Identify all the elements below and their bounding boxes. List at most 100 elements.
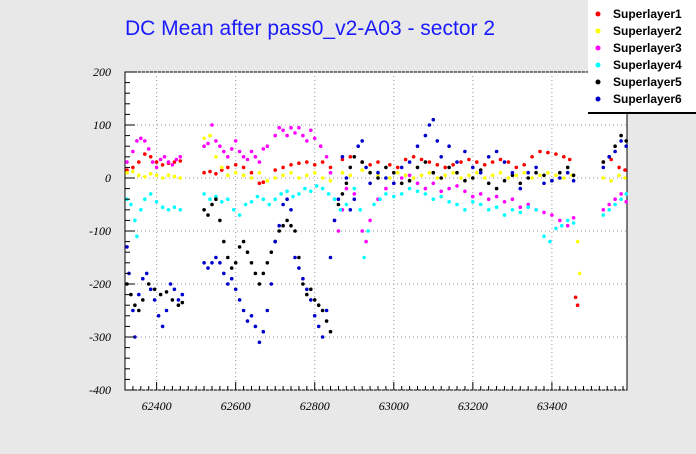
data-point-superlayer6 xyxy=(160,324,165,329)
data-point-superlayer6 xyxy=(293,255,297,260)
data-point-superlayer5 xyxy=(312,298,317,302)
data-point-superlayer2 xyxy=(490,173,495,178)
data-point-superlayer6 xyxy=(152,298,157,302)
data-point-superlayer1 xyxy=(419,157,424,162)
data-point-superlayer4 xyxy=(129,202,133,207)
data-point-superlayer2 xyxy=(178,176,183,180)
data-point-superlayer4 xyxy=(143,197,147,201)
data-point-superlayer1 xyxy=(435,163,440,167)
data-point-superlayer1 xyxy=(249,170,254,175)
data-point-superlayer5 xyxy=(518,181,523,186)
data-point-superlayer6 xyxy=(156,314,161,318)
data-point-superlayer2 xyxy=(360,168,365,172)
data-point-superlayer5 xyxy=(285,218,289,223)
data-point-superlayer1 xyxy=(498,157,503,162)
y-tick-label: 200 xyxy=(93,65,111,79)
data-point-superlayer6 xyxy=(297,266,301,270)
data-point-superlayer6 xyxy=(249,314,254,318)
data-point-superlayer2 xyxy=(214,155,218,159)
data-point-superlayer4 xyxy=(510,208,515,212)
data-point-superlayer6 xyxy=(431,117,436,122)
data-point-superlayer4 xyxy=(285,189,289,194)
data-point-superlayer3 xyxy=(285,133,289,138)
data-point-superlayer2 xyxy=(419,173,424,178)
data-point-superlayer5 xyxy=(202,208,206,212)
data-point-superlayer4 xyxy=(172,205,177,209)
data-point-superlayer3 xyxy=(265,144,270,148)
data-point-superlayer1 xyxy=(467,157,471,162)
data-point-superlayer6 xyxy=(364,165,368,170)
legend-box xyxy=(588,0,696,113)
data-point-superlayer6 xyxy=(463,149,467,154)
data-point-superlayer5 xyxy=(384,165,388,170)
data-point-superlayer2 xyxy=(514,173,519,178)
data-point-superlayer1 xyxy=(395,165,400,170)
data-point-superlayer6 xyxy=(148,287,153,292)
data-point-superlayer4 xyxy=(463,208,467,212)
data-point-superlayer5 xyxy=(265,261,270,265)
data-point-superlayer4 xyxy=(378,197,382,201)
data-point-superlayer6 xyxy=(571,178,576,183)
data-point-superlayer2 xyxy=(257,170,262,175)
data-point-superlayer5 xyxy=(261,271,266,276)
data-point-superlayer3 xyxy=(226,155,230,159)
data-point-superlayer1 xyxy=(143,152,147,156)
data-point-superlayer1 xyxy=(241,165,246,170)
chart-title: DC Mean after pass0_v2-A03 - sector 2 xyxy=(125,17,495,40)
data-point-superlayer3 xyxy=(162,155,167,159)
data-point-superlayer4 xyxy=(133,218,137,223)
data-point-superlayer1 xyxy=(475,160,479,164)
data-point-superlayer6 xyxy=(164,308,169,313)
x-tick-label: 63000 xyxy=(379,399,409,413)
data-point-superlayer4 xyxy=(384,192,388,196)
data-point-superlayer4 xyxy=(220,200,224,204)
data-point-superlayer2 xyxy=(233,170,238,175)
data-point-superlayer4 xyxy=(135,234,139,239)
data-point-superlayer5 xyxy=(158,292,163,297)
data-point-superlayer2 xyxy=(320,176,325,180)
data-point-superlayer6 xyxy=(542,181,546,186)
data-point-superlayer1 xyxy=(137,160,141,164)
data-point-superlayer2 xyxy=(273,176,278,180)
points-layer xyxy=(125,117,628,345)
data-point-superlayer1 xyxy=(506,160,511,164)
legend-marker xyxy=(595,45,601,51)
data-point-superlayer5 xyxy=(241,239,246,244)
x-tick-label: 63200 xyxy=(458,399,488,413)
data-point-superlayer2 xyxy=(348,173,353,178)
data-point-superlayer1 xyxy=(220,168,224,172)
data-point-superlayer3 xyxy=(305,139,309,143)
data-point-superlayer4 xyxy=(320,186,325,191)
data-point-superlayer2 xyxy=(443,173,448,178)
data-point-superlayer3 xyxy=(312,136,317,141)
y-tick-label: 100 xyxy=(93,118,111,132)
data-point-superlayer5 xyxy=(558,170,562,175)
legend-marker xyxy=(595,62,601,68)
data-point-superlayer6 xyxy=(301,276,305,281)
data-point-superlayer6 xyxy=(336,197,341,201)
data-point-superlayer1 xyxy=(411,155,416,159)
data-point-superlayer4 xyxy=(471,200,475,204)
data-point-superlayer6 xyxy=(619,139,623,143)
data-point-superlayer4 xyxy=(423,192,428,196)
data-point-superlayer6 xyxy=(168,282,173,286)
data-point-superlayer6 xyxy=(368,181,372,186)
data-point-superlayer1 xyxy=(261,180,266,184)
legend-marker xyxy=(595,96,601,102)
data-point-superlayer5 xyxy=(129,292,133,297)
data-point-superlayer1 xyxy=(131,165,135,170)
data-point-superlayer5 xyxy=(494,186,499,191)
data-point-superlayer2 xyxy=(202,136,206,141)
data-point-superlayer5 xyxy=(324,319,329,323)
data-point-superlayer3 xyxy=(166,160,171,164)
data-point-superlayer3 xyxy=(368,218,372,223)
x-tick-label: 63400 xyxy=(537,399,567,413)
data-point-superlayer6 xyxy=(265,308,270,313)
data-point-superlayer5 xyxy=(210,202,214,207)
data-point-superlayer2 xyxy=(249,176,254,180)
data-point-superlayer1 xyxy=(320,160,325,164)
data-point-superlayer4 xyxy=(607,208,611,212)
data-point-superlayer6 xyxy=(447,144,451,148)
data-point-superlayer4 xyxy=(148,192,153,196)
data-point-superlayer3 xyxy=(206,141,210,146)
